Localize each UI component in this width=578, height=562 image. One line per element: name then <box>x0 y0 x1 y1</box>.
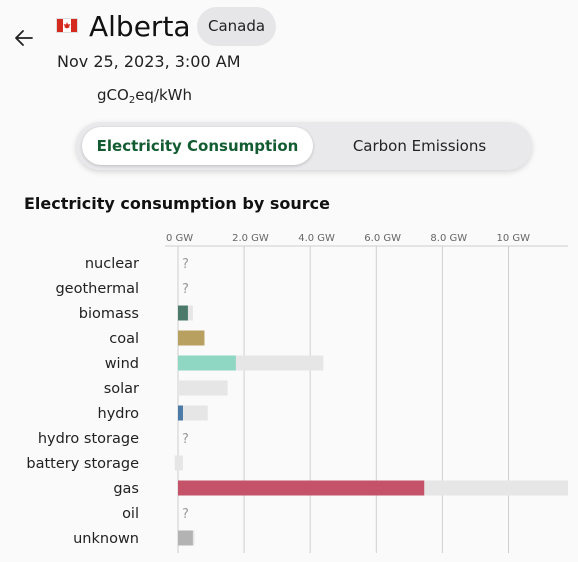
unknown-value-marker: ? <box>182 282 189 297</box>
category-label: unknown <box>73 531 139 547</box>
production-bar[interactable] <box>178 355 236 371</box>
x-tick-label: 10 GW <box>497 233 531 244</box>
zone-title: Alberta <box>89 10 191 43</box>
x-tick-label: 4.0 GW <box>298 233 335 244</box>
capacity-bar[interactable] <box>174 455 183 471</box>
country-badge[interactable]: Canada <box>197 7 277 46</box>
x-tick-label: 2.0 GW <box>232 233 269 244</box>
datetime-label: Nov 25, 2023, 3:00 AM <box>57 52 241 71</box>
unknown-value-marker: ? <box>182 507 189 522</box>
unknown-value-marker: ? <box>182 432 189 447</box>
unit-label: gCO2eq/kWh <box>97 86 193 106</box>
arrow-left-icon <box>15 30 33 46</box>
toggle-electricity-consumption[interactable]: Electricity Consumption <box>82 127 313 165</box>
category-label: coal <box>109 331 139 347</box>
production-bar[interactable] <box>178 305 188 321</box>
capacity-bar[interactable] <box>178 405 208 421</box>
x-tick-label: 0 GW <box>166 233 193 244</box>
production-bar[interactable] <box>178 405 183 421</box>
unknown-value-marker: ? <box>182 257 189 272</box>
category-label: geothermal <box>55 281 139 297</box>
consumption-chart: 0 GW 2.0 GW 4.0 GW 6.0 GW 8.0 GW 10 GW nuclear… <box>26 233 568 553</box>
toggle-carbon-emissions[interactable]: Carbon Emissions <box>352 137 487 155</box>
category-label: hydro storage <box>38 431 139 447</box>
category-label: nuclear <box>85 256 139 272</box>
canada-flag-icon <box>56 18 78 33</box>
category-label: solar <box>104 381 139 397</box>
category-label: oil <box>122 506 139 522</box>
category-label: hydro <box>98 406 140 422</box>
category-label: battery storage <box>26 456 139 472</box>
capacity-bar[interactable] <box>178 380 228 396</box>
x-tick-label: 8.0 GW <box>430 233 467 244</box>
production-bar[interactable] <box>178 330 205 346</box>
chart-title: Electricity consumption by source <box>24 194 330 213</box>
back-button[interactable] <box>12 26 36 50</box>
production-bar[interactable] <box>178 480 425 496</box>
category-label: gas <box>113 481 139 497</box>
category-label: biomass <box>79 306 139 322</box>
category-label: wind <box>105 356 139 372</box>
x-tick-label: 6.0 GW <box>364 233 401 244</box>
mode-toggle: Electricity Consumption Carbon Emissions <box>76 122 532 170</box>
production-bar[interactable] <box>178 530 193 546</box>
